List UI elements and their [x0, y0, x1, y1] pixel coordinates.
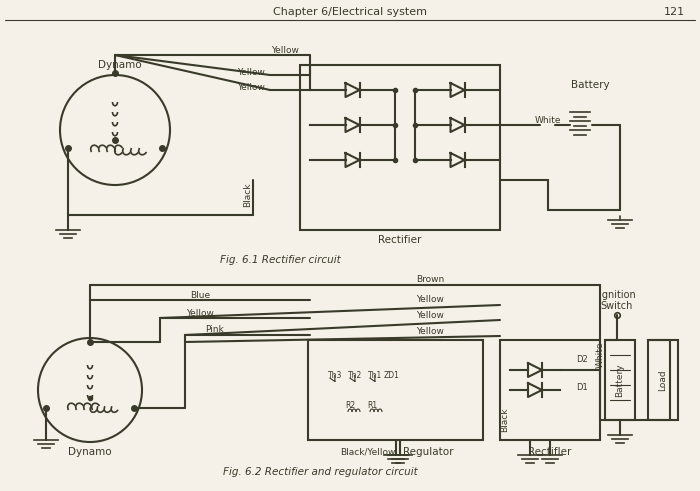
Text: Yellow: Yellow [186, 308, 214, 318]
Text: Fig. 6.2 Rectifier and regulator circuit: Fig. 6.2 Rectifier and regulator circuit [223, 467, 417, 477]
Text: Th1: Th1 [368, 371, 382, 380]
Bar [605, 340, 635, 420]
Text: Dynamo: Dynamo [68, 447, 112, 457]
Text: Th2: Th2 [348, 371, 362, 380]
Text: Yellow: Yellow [237, 67, 265, 77]
Bar [648, 340, 678, 420]
Text: D2: D2 [576, 355, 588, 364]
Bar [308, 340, 483, 440]
Text: Fig. 6.1 Rectifier circuit: Fig. 6.1 Rectifier circuit [220, 255, 340, 265]
Text: R2: R2 [345, 401, 355, 409]
Bar [300, 65, 500, 230]
Text: Battery: Battery [615, 363, 624, 397]
Text: Dynamo: Dynamo [98, 60, 142, 70]
Text: Pink: Pink [206, 326, 225, 334]
Text: D1: D1 [576, 383, 588, 392]
Text: Yellow: Yellow [416, 296, 444, 304]
Text: White: White [535, 115, 561, 125]
Text: Battery: Battery [570, 80, 609, 90]
Text: Yellow: Yellow [416, 327, 444, 336]
Text: ZD1: ZD1 [384, 371, 400, 380]
Text: Rectifler: Rectifler [528, 447, 572, 457]
Text: Regulator: Regulator [402, 447, 454, 457]
Text: Black: Black [500, 408, 510, 432]
Text: Yellow: Yellow [416, 311, 444, 321]
Text: White: White [596, 342, 605, 368]
Text: Yellow: Yellow [271, 46, 299, 55]
Text: Load: Load [659, 369, 668, 391]
Bar [500, 340, 600, 440]
Text: Blue: Blue [190, 291, 210, 300]
Text: R1: R1 [367, 401, 377, 409]
Text: Chapter 6/Electrical system: Chapter 6/Electrical system [273, 7, 427, 17]
Text: Ignition: Ignition [598, 290, 636, 300]
Text: Brown: Brown [416, 275, 444, 284]
Text: 121: 121 [664, 7, 685, 17]
Text: Th3: Th3 [328, 371, 342, 380]
Text: Black: Black [244, 183, 253, 207]
Text: Black/Yellow: Black/Yellow [340, 447, 395, 457]
Text: Switch: Switch [601, 301, 634, 311]
Text: Rectifier: Rectifier [378, 235, 421, 245]
Text: Yellow: Yellow [237, 82, 265, 91]
